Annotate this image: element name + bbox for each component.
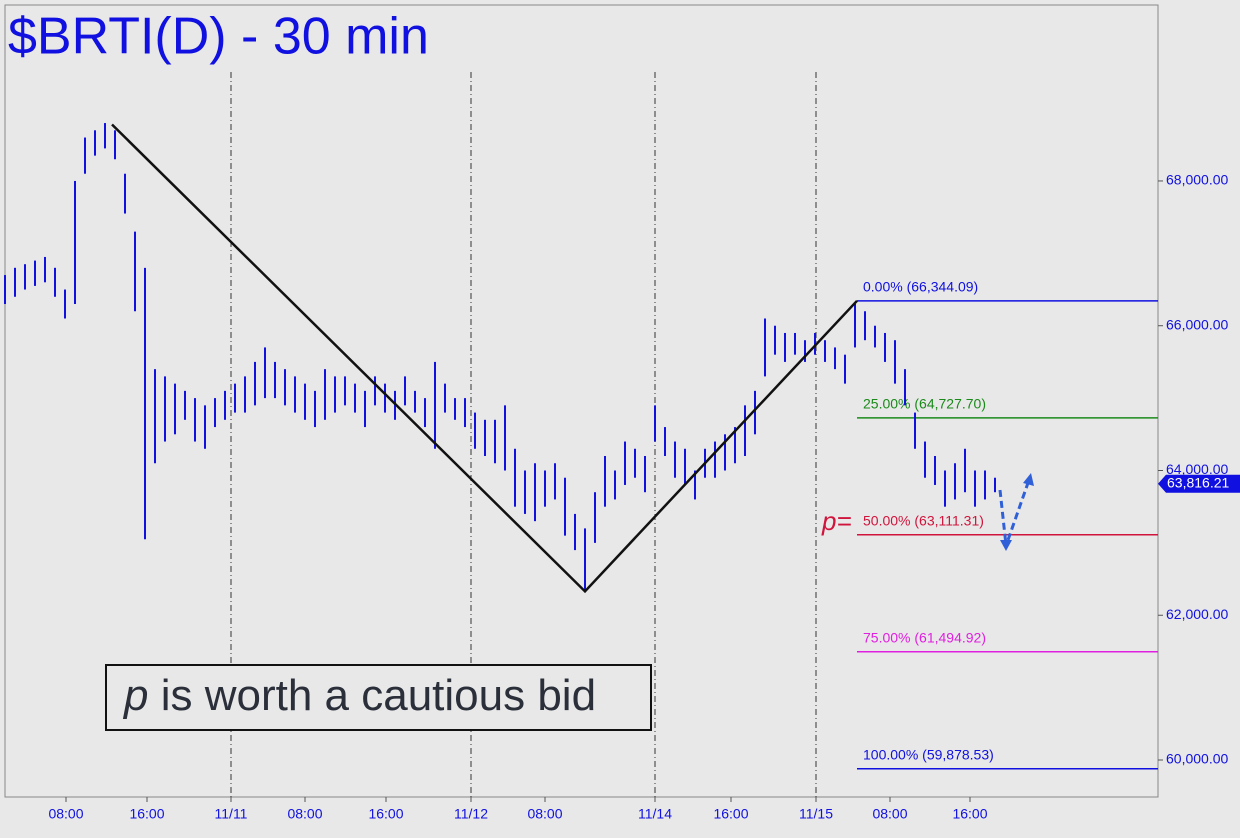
y-tick-label: 62,000.00 (1166, 606, 1228, 622)
y-tick-label: 60,000.00 (1166, 751, 1228, 767)
x-tick-label: 11/14 (638, 806, 672, 822)
last-price-tag (1158, 474, 1240, 493)
annotation-italic: p (122, 671, 148, 720)
x-tick-label: 16:00 (129, 806, 164, 822)
level-label: 0.00% (66,344.09) (863, 279, 978, 295)
x-tick-label: 08:00 (527, 806, 562, 822)
zigzag-line (111, 123, 858, 594)
level-label: 50.00% (63,111.31) (863, 513, 984, 529)
level-label: 25.00% (64,727.70) (863, 396, 986, 412)
x-tick-label: 08:00 (48, 806, 83, 822)
x-tick-label: 11/15 (799, 806, 833, 822)
annotation-box (105, 664, 652, 731)
arrowhead (1023, 473, 1034, 486)
x-tick-label: 11/12 (454, 806, 488, 822)
x-tick-label: 16:00 (368, 806, 403, 822)
p-label: p= (821, 506, 852, 536)
level-label: 100.00% (59,878.53) (863, 747, 994, 763)
x-tick-label: 08:00 (872, 806, 907, 822)
annotation-text: is worth a cautious bid (148, 671, 596, 720)
forecast-arrow (998, 479, 1031, 546)
y-tick-label: 68,000.00 (1166, 172, 1228, 188)
level-label: 75.00% (61,494.92) (863, 630, 986, 646)
y-tick-label: 66,000.00 (1166, 316, 1228, 332)
plot-layer: 08:00 16:00 11/11 08:00 16:00 11/12 08:00 11/14… (4, 72, 1240, 822)
x-tick-label: 16:00 (952, 806, 987, 822)
arrowhead (1000, 540, 1012, 551)
x-tick-label: 11/11 (215, 806, 248, 822)
last-price-label: 63,816.21 (1167, 474, 1229, 490)
x-tick-label: 16:00 (713, 806, 748, 822)
arrow-down (998, 489, 1008, 546)
annotation: p is worth a cautious bid (122, 671, 596, 720)
x-tick-label: 08:00 (287, 806, 322, 822)
y-tick-label: 64,000.00 (1166, 461, 1228, 477)
chart-title: $BRTI(D) - 30 min (8, 8, 429, 66)
